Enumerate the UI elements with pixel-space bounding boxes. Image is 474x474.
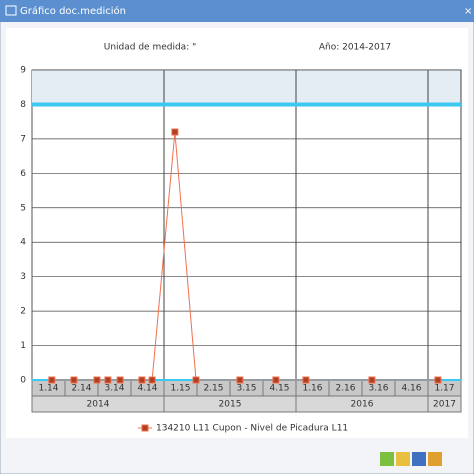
table-button[interactable] <box>396 452 410 466</box>
title-bar <box>0 0 474 22</box>
point-marker <box>236 376 244 384</box>
y-tick-label: 5 <box>20 203 26 213</box>
x-tick-label: 4.14 <box>137 384 157 394</box>
point-marker <box>148 376 156 384</box>
ok-button[interactable] <box>380 452 394 466</box>
save-button[interactable] <box>412 452 426 466</box>
group-label: 2017 <box>433 400 456 410</box>
x-tick-label: 2.16 <box>335 384 355 394</box>
group-label: 2016 <box>351 400 374 410</box>
group-label: 2015 <box>219 400 242 410</box>
y-tick-label: 8 <box>20 100 26 110</box>
header-right: Año: 2014-2017 <box>319 43 391 53</box>
y-tick-label: 9 <box>20 66 26 76</box>
y-tick-label: 7 <box>20 134 26 144</box>
point-marker <box>70 376 78 384</box>
x-tick-label: 2.14 <box>71 384 91 394</box>
x-tick-label: 4.16 <box>401 384 421 394</box>
window-title: Gráfico doc.medición <box>20 5 126 17</box>
x-tick-label: 2.15 <box>203 384 223 394</box>
header-left: Unidad de medida: " <box>104 43 196 53</box>
y-tick-label: 2 <box>20 307 26 317</box>
point-marker <box>104 376 112 384</box>
point-marker <box>138 376 146 384</box>
window-icon <box>5 5 17 16</box>
group-label: 2014 <box>87 400 110 410</box>
close-button[interactable]: × <box>464 6 472 17</box>
x-tick-label: 3.15 <box>236 384 256 394</box>
plot-area <box>31 69 462 381</box>
legend-label: 134210 L11 Cupon - Nivel de Picadura L11 <box>156 424 348 434</box>
point-marker <box>48 376 56 384</box>
x-tick-label: 4.15 <box>269 384 289 394</box>
x-tick-label: 1.17 <box>434 384 454 394</box>
upper-band <box>32 70 461 105</box>
x-tick-label: 1.14 <box>38 384 58 394</box>
x-tick-label: 3.14 <box>104 384 124 394</box>
x-tick-label: 1.15 <box>170 384 190 394</box>
point-marker <box>368 376 376 384</box>
legend-marker <box>141 424 149 432</box>
y-tick-label: 3 <box>20 272 26 282</box>
y-tick-label: 6 <box>20 169 26 179</box>
refresh-button[interactable] <box>428 452 442 466</box>
point-marker <box>171 128 179 136</box>
point-marker <box>116 376 124 384</box>
point-marker <box>272 376 280 384</box>
x-tick-label: 3.16 <box>368 384 388 394</box>
point-marker <box>302 376 310 384</box>
y-tick-label: 1 <box>20 341 26 351</box>
y-tick-label: 0 <box>20 376 26 386</box>
point-marker <box>192 376 200 384</box>
point-marker <box>434 376 442 384</box>
x-tick-label: 1.16 <box>302 384 322 394</box>
y-tick-label: 4 <box>20 238 26 248</box>
point-marker <box>93 376 101 384</box>
